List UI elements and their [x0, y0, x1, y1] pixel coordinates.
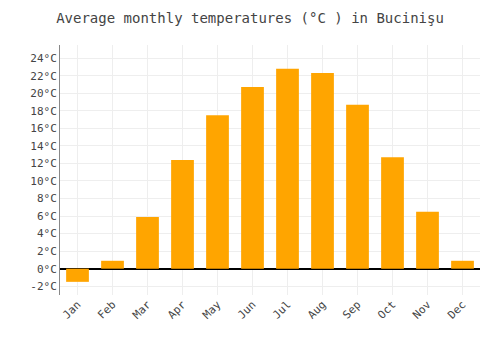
svg-text:16°C: 16°C — [30, 122, 57, 135]
svg-text:Jul: Jul — [270, 298, 293, 321]
svg-text:6°C: 6°C — [37, 210, 57, 223]
svg-text:Feb: Feb — [95, 298, 118, 321]
svg-text:-2°C: -2°C — [30, 280, 57, 293]
svg-text:Oct: Oct — [375, 298, 398, 321]
svg-text:20°C: 20°C — [30, 87, 57, 100]
svg-text:May: May — [200, 298, 224, 322]
svg-text:8°C: 8°C — [37, 192, 57, 205]
svg-text:Jan: Jan — [60, 298, 83, 321]
svg-text:Jun: Jun — [235, 298, 258, 321]
svg-text:Mar: Mar — [130, 298, 154, 322]
svg-text:10°C: 10°C — [30, 175, 57, 188]
svg-text:14°C: 14°C — [30, 140, 57, 153]
svg-text:4°C: 4°C — [37, 227, 57, 240]
svg-text:24°C: 24°C — [30, 52, 57, 65]
svg-text:Aug: Aug — [305, 298, 328, 321]
svg-text:18°C: 18°C — [30, 105, 57, 118]
svg-text:Sep: Sep — [340, 298, 363, 321]
svg-text:2°C: 2°C — [37, 245, 57, 258]
svg-text:0°C: 0°C — [37, 263, 57, 276]
svg-text:Apr: Apr — [165, 298, 189, 322]
svg-text:Nov: Nov — [410, 298, 434, 322]
svg-text:Average monthly temperatures (: Average monthly temperatures (°C ) in Bu… — [56, 10, 444, 26]
svg-text:Dec: Dec — [445, 298, 468, 321]
svg-text:22°C: 22°C — [30, 70, 57, 83]
svg-text:12°C: 12°C — [30, 157, 57, 170]
